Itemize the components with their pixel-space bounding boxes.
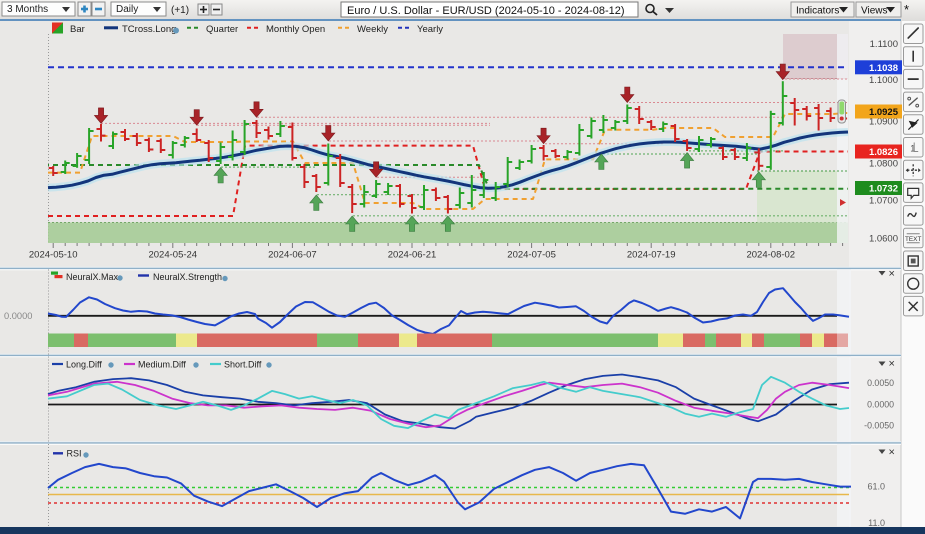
svg-text:Medium.Diff: Medium.Diff: [138, 360, 186, 370]
svg-text:1.0600: 1.0600: [869, 234, 898, 245]
svg-text:0.0000: 0.0000: [4, 311, 32, 321]
svg-text:TCross.Long: TCross.Long: [122, 24, 176, 35]
svg-text:*: *: [904, 2, 909, 17]
svg-text:3 Months: 3 Months: [7, 4, 48, 15]
svg-text:Long.Diff: Long.Diff: [66, 360, 102, 370]
svg-text:×: ×: [889, 447, 895, 459]
svg-text:2024-05-10: 2024-05-10: [29, 250, 78, 261]
svg-text:(+1): (+1): [171, 5, 189, 16]
svg-text:1.0900: 1.0900: [869, 117, 898, 128]
svg-text:1.1100: 1.1100: [870, 39, 898, 50]
svg-text:-0.0050: -0.0050: [864, 420, 894, 430]
svg-text:NeuralX.Strength: NeuralX.Strength: [153, 272, 222, 282]
svg-text:1.0700: 1.0700: [869, 196, 898, 207]
svg-text:0.0000: 0.0000: [867, 400, 894, 410]
svg-text:2024-05-24: 2024-05-24: [148, 250, 197, 261]
svg-text:2024-07-05: 2024-07-05: [507, 250, 556, 261]
svg-text:0.0050: 0.0050: [867, 378, 894, 388]
svg-text:RSI: RSI: [67, 449, 82, 459]
svg-text:Bar: Bar: [70, 24, 85, 35]
svg-text:2024-08-02: 2024-08-02: [746, 250, 795, 261]
svg-text:NeuralX.Max: NeuralX.Max: [66, 272, 119, 282]
svg-text:Weekly: Weekly: [357, 24, 388, 35]
svg-text:1.0732: 1.0732: [869, 184, 898, 195]
svg-text:Monthly Open: Monthly Open: [266, 24, 325, 35]
svg-text:1.0826: 1.0826: [869, 147, 898, 158]
svg-text:1: 1: [910, 144, 915, 154]
svg-text:1.0925: 1.0925: [869, 107, 899, 118]
svg-text:11.0: 11.0: [868, 518, 885, 528]
svg-text:1.1000: 1.1000: [869, 75, 898, 86]
svg-text:2024-06-21: 2024-06-21: [388, 250, 437, 261]
svg-text:61.0: 61.0: [867, 482, 885, 492]
svg-text:×: ×: [889, 268, 895, 280]
svg-text:1.1038: 1.1038: [869, 63, 898, 74]
svg-text:Daily: Daily: [116, 4, 138, 15]
svg-text:1.0800: 1.0800: [869, 158, 898, 169]
svg-text:Yearly: Yearly: [417, 24, 443, 35]
svg-text:Short.Diff: Short.Diff: [224, 360, 262, 370]
svg-text:Euro / U.S. Dollar - EUR/USD (: Euro / U.S. Dollar - EUR/USD (2024-05-10…: [347, 5, 625, 17]
svg-text:Indicators: Indicators: [796, 6, 839, 17]
svg-text:Views: Views: [861, 6, 888, 17]
svg-text:2024-07-19: 2024-07-19: [627, 250, 676, 261]
svg-text:TEXT: TEXT: [905, 236, 921, 243]
svg-text:Quarter: Quarter: [206, 24, 238, 35]
svg-text:2024-06-07: 2024-06-07: [268, 250, 317, 261]
svg-text:×: ×: [889, 358, 895, 370]
